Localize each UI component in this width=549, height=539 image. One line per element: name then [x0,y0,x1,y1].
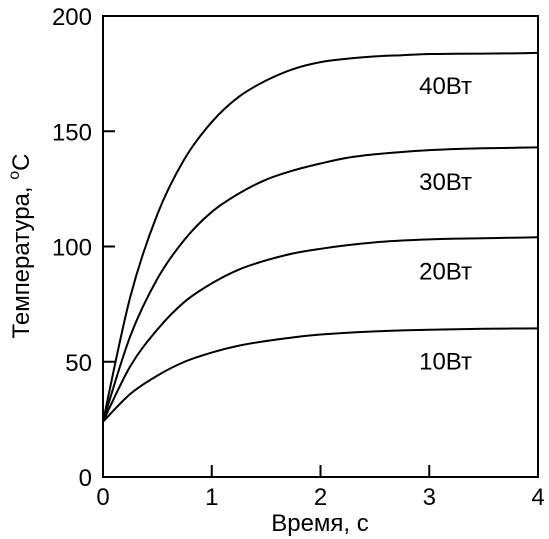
series-line [102,236,539,423]
y-axis-label-main: Температура, [8,180,35,339]
x-axis: 0 1 2 3 4 [96,465,545,511]
series-lines [102,51,539,423]
y-tick-label: 50 [65,350,92,377]
x-tick-label: 2 [314,484,327,511]
y-tick-label: 0 [79,465,92,492]
plot-frame [102,15,539,478]
y-axis-label: Температура, oC [6,154,35,339]
series-label: 30Вт [419,169,472,196]
series-label: 40Вт [419,73,472,100]
plot-area [102,15,539,478]
series-labels: 40Вт 30Вт 20Вт 10Вт [419,73,472,376]
y-tick-label: 100 [52,235,92,262]
x-axis-label: Время, с [271,510,369,537]
series-label: 10Вт [419,349,472,376]
y-axis-label-unit: C [8,154,35,171]
series-line [102,51,539,422]
y-axis-label-sup: o [6,171,23,180]
series-line [102,146,539,422]
x-tick-label: 4 [531,484,544,511]
y-tick-label: 150 [52,119,92,146]
x-tick-label: 3 [423,484,436,511]
series-label: 20Вт [419,258,472,285]
y-tick-label: 200 [52,4,92,31]
x-tick-label: 0 [96,484,109,511]
x-tick-label: 1 [205,484,218,511]
y-axis: 0 50 100 150 200 [52,4,115,492]
series-line [102,327,539,423]
